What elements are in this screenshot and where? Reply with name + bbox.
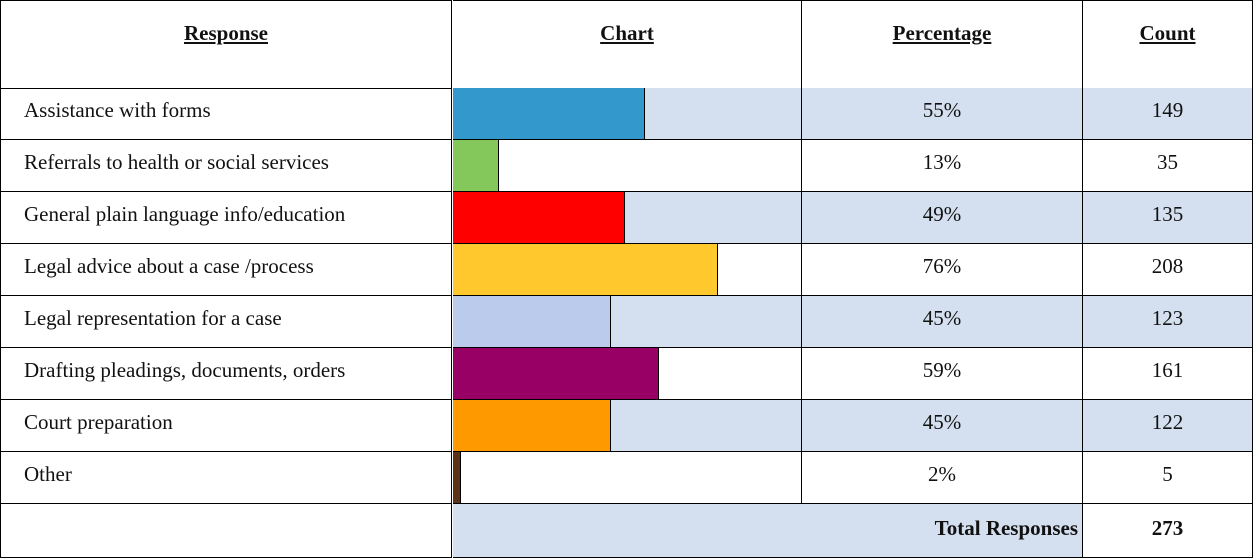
chart-cell: [453, 452, 802, 504]
count-text: 122: [1151, 410, 1184, 434]
chart-cell: [453, 296, 802, 348]
count-text: 135: [1151, 202, 1184, 226]
response-cell: Drafting pleadings, documents, orders: [0, 348, 452, 400]
response-text: Referrals to health or social services: [24, 150, 329, 174]
count-text: 5: [1162, 462, 1173, 486]
response-text: General plain language info/education: [24, 202, 346, 226]
percentage-cell: 45%: [802, 400, 1083, 452]
header-text: Percentage: [892, 21, 992, 45]
count-text: 35: [1157, 150, 1178, 174]
response-cell: Other: [0, 452, 452, 504]
count-cell: 208: [1083, 244, 1253, 296]
percentage-text: 13%: [922, 150, 962, 174]
percentage-text: 45%: [922, 410, 962, 434]
header-cell: Response: [0, 0, 452, 89]
percentage-text: 76%: [922, 254, 962, 278]
chart-cell: [453, 88, 802, 140]
percentage-cell: 76%: [802, 244, 1083, 296]
chart-cell: [453, 400, 802, 452]
header-text: Response: [183, 21, 268, 45]
count-text: 208: [1151, 254, 1184, 278]
bar: [453, 140, 500, 191]
bar: [453, 452, 461, 503]
count-cell: 135: [1083, 192, 1253, 244]
count-text: 123: [1151, 306, 1184, 330]
bar: [453, 88, 646, 139]
percentage-cell: 2%: [802, 452, 1083, 504]
percentage-text: 49%: [922, 202, 962, 226]
response-text: Assistance with forms: [24, 98, 211, 122]
bar: [453, 192, 625, 243]
response-cell: Legal representation for a case: [0, 296, 452, 348]
total-count: 273: [1151, 516, 1184, 540]
header-cell: Count: [1083, 0, 1253, 89]
total-label-cell: Total Responses: [453, 504, 1083, 558]
percentage-cell: 55%: [802, 88, 1083, 140]
count-cell: 161: [1083, 348, 1253, 400]
response-cell: Court preparation: [0, 400, 452, 452]
chart-cell: [453, 192, 802, 244]
count-text: 149: [1151, 98, 1184, 122]
total-empty-cell: [0, 504, 452, 558]
count-cell: 122: [1083, 400, 1253, 452]
bar: [453, 400, 611, 451]
header-text: Count: [1139, 21, 1196, 45]
percentage-text: 2%: [928, 462, 956, 486]
percentage-cell: 13%: [802, 140, 1083, 192]
response-cell: General plain language info/education: [0, 192, 452, 244]
bar: [453, 348, 660, 399]
response-cell: Legal advice about a case /process: [0, 244, 452, 296]
total-label: Total Responses: [934, 516, 1078, 540]
chart-cell: [453, 140, 802, 192]
response-cell: Assistance with forms: [0, 88, 452, 140]
percentage-text: 55%: [922, 98, 962, 122]
percentage-cell: 49%: [802, 192, 1083, 244]
percentage-cell: 59%: [802, 348, 1083, 400]
header-cell: Percentage: [802, 0, 1083, 89]
response-text: Court preparation: [24, 410, 173, 434]
response-text: Legal advice about a case /process: [24, 254, 314, 278]
bar: [453, 296, 611, 347]
response-text: Other: [24, 462, 72, 486]
count-cell: 149: [1083, 88, 1253, 140]
chart-cell: [453, 348, 802, 400]
bar: [453, 244, 719, 295]
response-cell: Referrals to health or social services: [0, 140, 452, 192]
count-cell: 35: [1083, 140, 1253, 192]
header-cell: Chart: [453, 0, 802, 89]
total-count-cell: 273: [1083, 504, 1253, 558]
percentage-cell: 45%: [802, 296, 1083, 348]
count-text: 161: [1151, 358, 1184, 382]
header-text: Chart: [600, 21, 654, 45]
count-cell: 5: [1083, 452, 1253, 504]
response-text: Legal representation for a case: [24, 306, 282, 330]
percentage-text: 45%: [922, 306, 962, 330]
chart-cell: [453, 244, 802, 296]
count-cell: 123: [1083, 296, 1253, 348]
response-text: Drafting pleadings, documents, orders: [24, 358, 346, 382]
percentage-text: 59%: [922, 358, 962, 382]
